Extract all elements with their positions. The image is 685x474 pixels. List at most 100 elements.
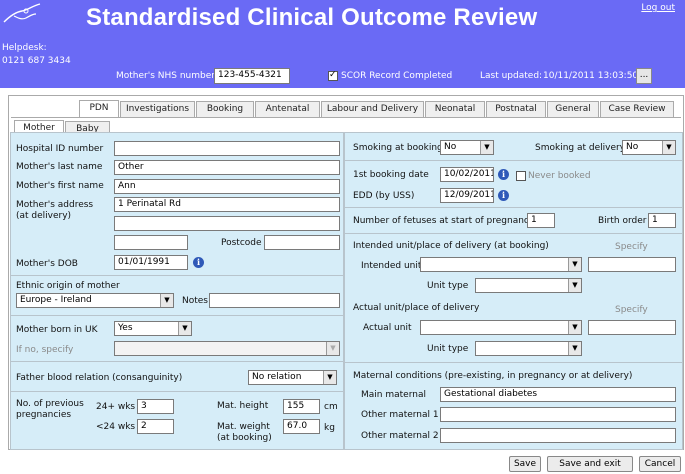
divider [345,160,682,161]
other-maternal-2-input[interactable] [440,428,676,443]
smoking-delivery-label: Smoking at delivery [535,143,626,153]
save-and-exit-button[interactable]: Save and exit [547,456,633,472]
logout-link[interactable]: Log out [641,3,675,13]
smoking-booking-label: Smoking at booking [353,143,443,153]
birth-order-input[interactable]: 1 [648,213,676,228]
last-name-label: Mother's last name [16,162,103,172]
ethnic-origin-select[interactable]: Europe - Ireland ▼ [16,293,174,308]
address-line2-input[interactable] [114,216,340,231]
address-sub-label: (at delivery) [16,211,72,221]
other-maternal-1-label: Other maternal 1 [361,410,439,420]
intended-unit-type-select[interactable]: ▼ [475,278,582,293]
main-maternal-input[interactable]: Gestational diabetes [440,387,676,402]
chevron-down-icon: ▼ [568,279,581,292]
smoking-booking-value: No [444,142,457,152]
actual-delivery-header: Actual unit/place of delivery [353,303,480,313]
address-line1-input[interactable]: 1 Perinatal Rd [114,197,340,212]
save-button[interactable]: Save [509,456,541,472]
divider [11,391,343,392]
address-line3-input[interactable] [114,235,188,250]
scor-completed-checkbox[interactable] [328,70,338,81]
previous-pregnancies-label-2: pregnancies [16,410,72,420]
wks-24-plus-input[interactable]: 3 [137,399,174,414]
postcode-label: Postcode [221,238,262,248]
history-button[interactable]: ... [636,68,652,84]
mother-details-pane: Hospital ID number Mother's last name Ot… [10,132,344,450]
tab-general[interactable]: General [547,101,599,117]
actual-specify-input[interactable] [588,320,676,335]
tab-pdn[interactable]: PDN [79,100,119,117]
other-maternal-2-label: Other maternal 2 [361,431,439,441]
maternal-conditions-header: Maternal conditions (pre-existing, in pr… [353,371,633,381]
chevron-down-icon: ▼ [568,342,581,355]
notes-input[interactable] [209,293,340,308]
tab-neonatal[interactable]: Neonatal [425,101,485,117]
smoking-booking-select[interactable]: No ▼ [440,140,494,155]
weight-input[interactable]: 67.0 [283,419,320,434]
pregnancy-details-pane: Smoking at booking No ▼ Smoking at delive… [344,132,683,450]
father-relation-value: No relation [252,372,302,382]
height-label: Mat. height [217,401,269,411]
father-relation-label: Father blood relation (consanguinity) [16,373,183,383]
actual-unit-select[interactable]: ▼ [420,320,582,335]
last-name-input[interactable]: Other [114,160,340,175]
wks-24-plus-label: 24+ wks [96,402,136,412]
cancel-button[interactable]: Cancel [639,456,681,472]
weight-unit: kg [324,423,335,433]
actual-unit-type-select[interactable]: ▼ [475,341,582,356]
tab-investigations[interactable]: Investigations [120,101,195,117]
weight-label: Mat. weight [217,422,270,432]
nhs-number-input[interactable]: 123-455-4321 [214,68,290,84]
chevron-down-icon: ▼ [178,322,191,335]
edd-input[interactable]: 12/09/2011 [440,188,494,203]
first-name-input[interactable]: Ann [114,179,340,194]
other-maternal-1-input[interactable] [440,407,676,422]
wks-24-less-label: <24 wks [96,422,136,432]
hospital-id-input[interactable] [114,141,340,156]
dob-info-icon[interactable]: i [193,257,204,268]
ethnic-origin-label: Ethnic origin of mother [16,281,120,291]
booking-info-icon[interactable]: i [498,169,509,180]
tab-antenatal[interactable]: Antenatal [255,101,320,117]
height-unit: cm [324,402,338,412]
smoking-delivery-select[interactable]: No ▼ [622,140,676,155]
born-uk-label: Mother born in UK [16,325,98,335]
first-name-label: Mother's first name [16,181,104,191]
height-input[interactable]: 155 [283,399,320,414]
actual-unit-type-label: Unit type [427,344,469,354]
intended-specify-input[interactable] [588,257,676,272]
fetuses-label: Number of fetuses at start of pregnancy [353,216,535,226]
last-updated-value: 10/11/2011 13:03:50 [543,71,639,81]
first-booking-input[interactable]: 10/02/2011 [440,167,494,182]
born-uk-select[interactable]: Yes ▼ [114,321,192,336]
never-booked-checkbox[interactable] [516,171,526,181]
chevron-down-icon: ▼ [323,371,336,384]
header-bar: Standardised Clinical Outcome Review Log… [0,0,685,88]
chevron-down-icon: ▼ [568,321,581,334]
born-country-select[interactable]: ▼ [114,341,340,356]
address-label: Mother's address [16,200,94,210]
fetuses-input[interactable]: 1 [527,213,555,228]
chevron-down-icon: ▼ [326,342,339,355]
tab-booking[interactable]: Booking [196,101,254,117]
tab-case-review[interactable]: Case Review [600,101,674,117]
chevron-down-icon: ▼ [662,141,675,154]
main-maternal-label: Main maternal [361,390,426,400]
intended-unit-select[interactable]: ▼ [420,257,582,272]
tab-labour-delivery[interactable]: Labour and Delivery [321,101,424,117]
wks-24-less-input[interactable]: 2 [137,419,174,434]
divider [11,361,343,362]
helpdesk-info: Helpdesk: 0121 687 3434 [2,42,71,68]
intended-unit-label: Intended unit [361,261,422,271]
intended-unit-type-label: Unit type [427,281,469,291]
divider [345,207,682,208]
edd-info-icon[interactable]: i [498,190,509,201]
postcode-input[interactable] [264,235,340,250]
father-relation-select[interactable]: No relation ▼ [248,370,337,385]
dob-label: Mother's DOB [16,259,78,269]
chevron-down-icon: ▼ [160,294,173,307]
tab-postnatal[interactable]: Postnatal [486,101,546,117]
dob-input[interactable]: 01/01/1991 [114,255,188,270]
tab-divider [11,117,681,118]
helpdesk-phone: 0121 687 3434 [2,56,71,66]
